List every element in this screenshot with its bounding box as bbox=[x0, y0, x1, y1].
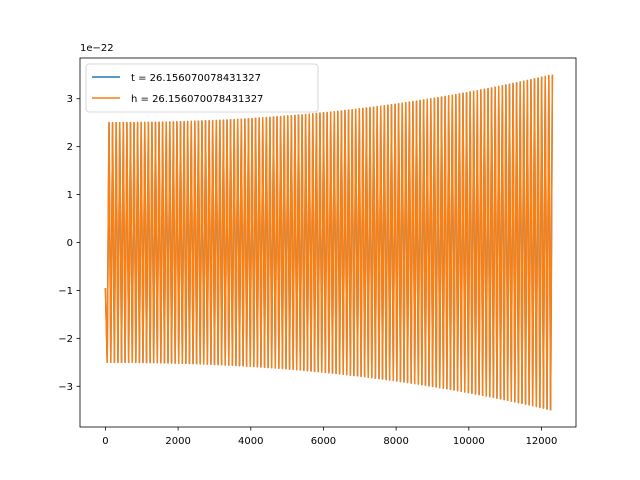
y-tick-label: 0 bbox=[67, 238, 73, 249]
x-tick-label: 10000 bbox=[453, 436, 485, 447]
legend: t = 26.156070078431327 h = 26.1560700784… bbox=[85, 63, 319, 113]
y-scale-label: 1e−22 bbox=[80, 43, 114, 54]
x-tick-label: 0 bbox=[102, 436, 108, 447]
legend-label-t: t = 26.156070078431327 bbox=[131, 73, 261, 84]
y-tick-label: 2 bbox=[67, 142, 73, 153]
x-tick-label: 4000 bbox=[238, 436, 263, 447]
x-tick-label: 12000 bbox=[526, 436, 558, 447]
series-line-h bbox=[104, 74, 554, 411]
x-tick-label: 8000 bbox=[383, 436, 408, 447]
y-tick-label: 1 bbox=[67, 190, 73, 201]
x-tick-label: 6000 bbox=[311, 436, 336, 447]
legend-label-h: h = 26.156070078431327 bbox=[131, 94, 263, 105]
y-tick-label: −3 bbox=[58, 382, 73, 393]
legend-box bbox=[85, 63, 319, 113]
y-tick-label: −2 bbox=[58, 334, 73, 345]
y-tick-label: −1 bbox=[58, 286, 73, 297]
y-tick-label: 3 bbox=[67, 94, 73, 105]
x-axis: 0 2000 4000 6000 8000 10000 12000 bbox=[102, 427, 557, 447]
x-tick-label: 2000 bbox=[165, 436, 190, 447]
plot-lines bbox=[104, 74, 554, 411]
y-axis: −3 −2 −1 0 1 2 3 bbox=[58, 94, 80, 393]
